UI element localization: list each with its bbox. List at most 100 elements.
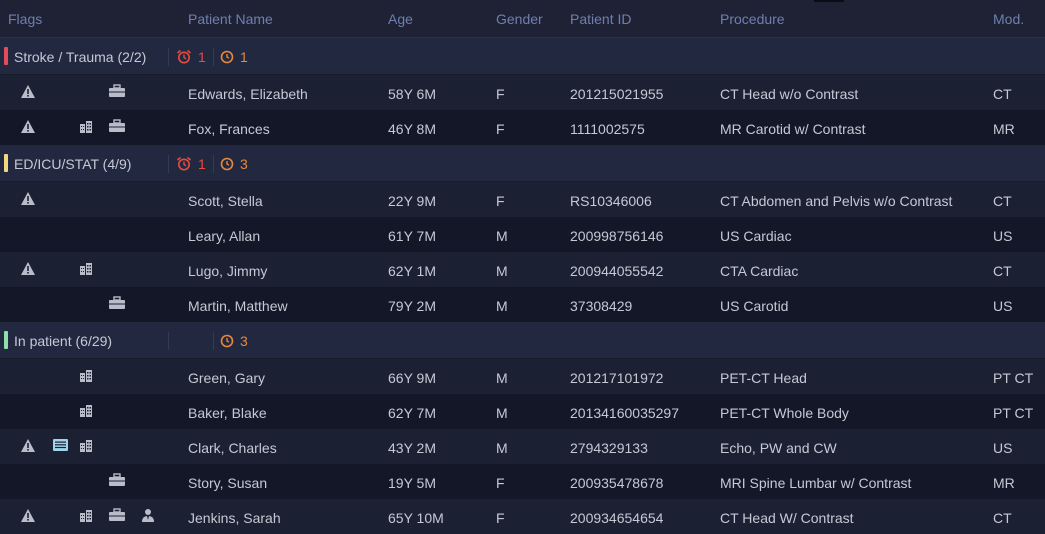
patient-gender: M	[496, 405, 508, 421]
table-row[interactable]: Fox, Frances 46Y 8M F 1111002575 MR Carotid …	[0, 110, 1045, 145]
patient-gender: M	[496, 440, 508, 456]
patient-name: Story, Susan	[188, 475, 268, 491]
alarm-count-value: 1	[198, 49, 206, 65]
document-icon	[52, 438, 70, 454]
timer-count: 3	[220, 156, 248, 172]
table-row[interactable]: Green, Gary 66Y 9M M 201217101972 PET-CT Hea…	[0, 359, 1045, 394]
patient-name: Baker, Blake	[188, 405, 267, 421]
group-title[interactable]: ED/ICU/STAT (4/9)	[14, 156, 132, 172]
patient-gender: M	[496, 228, 508, 244]
patient-id: 200998756146	[570, 228, 664, 244]
procedure: CT Head w/o Contrast	[720, 86, 859, 102]
alarm-count: 1	[176, 156, 206, 172]
group-separator	[168, 155, 169, 173]
group-header[interactable]: In patient (6/29) 3	[0, 322, 1045, 359]
column-header-modality[interactable]: Mod.	[993, 11, 1025, 27]
table-row[interactable]: Clark, Charles 43Y 2M M 2794329133 Echo, PW …	[0, 429, 1045, 464]
group-separator	[213, 155, 214, 173]
timer-icon	[220, 49, 240, 65]
procedure: CTA Cardiac	[720, 263, 799, 279]
patient-age: 65Y 10M	[388, 510, 444, 526]
briefcase-icon	[108, 508, 126, 524]
modality: US	[993, 440, 1013, 456]
hospital-icon	[78, 508, 96, 524]
briefcase-icon	[108, 84, 126, 100]
timer-count-value: 3	[240, 156, 248, 172]
patient-gender: F	[496, 121, 505, 137]
warning-icon	[20, 84, 38, 100]
column-header-row: Flags Patient Name Age Gender Patient ID…	[0, 0, 1045, 38]
patient-age: 62Y 7M	[388, 405, 436, 421]
modality: MR	[993, 475, 1015, 491]
modality: PT CT	[993, 370, 1034, 386]
table-row[interactable]: Scott, Stella 22Y 9M F RS10346006 CT Abdomen…	[0, 182, 1045, 217]
patient-id: 1111002575	[570, 121, 645, 137]
patient-age: 19Y 5M	[388, 475, 436, 491]
procedure: US Carotid	[720, 298, 789, 314]
warning-icon	[20, 119, 38, 135]
column-header-gender[interactable]: Gender	[496, 11, 543, 27]
group-title[interactable]: Stroke / Trauma (2/2)	[14, 49, 147, 65]
briefcase-icon	[108, 296, 126, 312]
procedure: PET-CT Whole Body	[720, 405, 849, 421]
group-header[interactable]: Stroke / Trauma (2/2) 1 1	[0, 38, 1045, 75]
patient-age: 62Y 1M	[388, 263, 436, 279]
patient-name: Fox, Frances	[188, 121, 270, 137]
modality: US	[993, 228, 1013, 244]
table-row[interactable]: Edwards, Elizabeth 58Y 6M F 201215021955 CT …	[0, 75, 1045, 110]
patient-age: 43Y 2M	[388, 440, 436, 456]
table-row[interactable]: Lugo, Jimmy 62Y 1M M 200944055542 CTA Cardia…	[0, 252, 1045, 287]
patient-id: 37308429	[570, 298, 633, 314]
worklist-body: Stroke / Trauma (2/2) 1 1 Edwards, Elizabet…	[0, 38, 1045, 534]
group-header[interactable]: ED/ICU/STAT (4/9) 1 3	[0, 145, 1045, 182]
group-separator	[213, 332, 214, 350]
timer-icon	[220, 333, 240, 349]
timer-count-value: 1	[240, 49, 248, 65]
timer-count: 1	[220, 49, 248, 65]
modality: CT	[993, 193, 1012, 209]
briefcase-icon	[108, 119, 126, 135]
column-header-patient-id[interactable]: Patient ID	[570, 11, 632, 27]
patient-gender: F	[496, 86, 505, 102]
patient-age: 79Y 2M	[388, 298, 436, 314]
timer-count: 3	[220, 333, 248, 349]
patient-id: 201217101972	[570, 370, 664, 386]
alarm-count: 1	[176, 49, 206, 65]
column-header-flags[interactable]: Flags	[8, 11, 43, 27]
patient-name: Lugo, Jimmy	[188, 263, 268, 279]
column-header-age[interactable]: Age	[388, 11, 413, 27]
modality: MR	[993, 121, 1015, 137]
group-color-bar	[4, 154, 8, 172]
header-tab-marker	[814, 0, 844, 2]
column-header-patient-name[interactable]: Patient Name	[188, 11, 273, 27]
patient-id: 20134160035297	[570, 405, 680, 421]
patient-age: 66Y 9M	[388, 370, 436, 386]
patient-name: Green, Gary	[188, 370, 266, 386]
patient-name: Martin, Matthew	[188, 298, 288, 314]
patient-gender: M	[496, 370, 508, 386]
patient-age: 61Y 7M	[388, 228, 436, 244]
patient-name: Edwards, Elizabeth	[188, 86, 308, 102]
group-title[interactable]: In patient (6/29)	[14, 333, 113, 349]
patient-name: Scott, Stella	[188, 193, 263, 209]
table-row[interactable]: Story, Susan 19Y 5M F 200935478678 MRI Spine…	[0, 464, 1045, 499]
timer-icon	[220, 156, 240, 172]
patient-gender: M	[496, 298, 508, 314]
warning-icon	[20, 191, 38, 207]
procedure: PET-CT Head	[720, 370, 807, 386]
hospital-icon	[78, 403, 96, 419]
alarm-clock-icon	[176, 49, 198, 65]
group-separator	[213, 48, 214, 66]
table-row[interactable]: Martin, Matthew 79Y 2M M 37308429 US Carotid…	[0, 287, 1045, 322]
modality: PT CT	[993, 405, 1034, 421]
patient-gender: F	[496, 510, 505, 526]
table-row[interactable]: Leary, Allan 61Y 7M M 200998756146 US Cardia…	[0, 217, 1045, 252]
procedure: MRI Spine Lumbar w/ Contrast	[720, 475, 912, 491]
table-row[interactable]: Jenkins, Sarah 65Y 10M F 200934654654 CT Hea…	[0, 499, 1045, 534]
patient-age: 46Y 8M	[388, 121, 436, 137]
column-header-procedure[interactable]: Procedure	[720, 11, 785, 27]
hospital-icon	[78, 119, 96, 135]
patient-age: 58Y 6M	[388, 86, 436, 102]
procedure: CT Head W/ Contrast	[720, 510, 854, 526]
table-row[interactable]: Baker, Blake 62Y 7M M 20134160035297 PET-CT …	[0, 394, 1045, 429]
